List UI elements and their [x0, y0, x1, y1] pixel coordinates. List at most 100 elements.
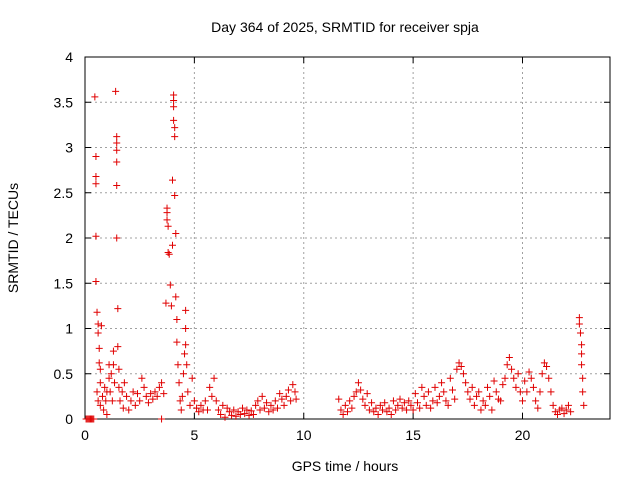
data-point [164, 248, 172, 256]
data-point [545, 374, 553, 382]
data-point [247, 407, 255, 415]
data-point [284, 386, 292, 394]
data-point [578, 350, 586, 358]
data-point [114, 305, 122, 313]
data-point [153, 392, 161, 400]
data-point [116, 397, 124, 405]
x-tick-label: 5 [190, 427, 198, 443]
data-point [95, 359, 103, 367]
data-point [158, 415, 166, 423]
data-point [536, 388, 544, 396]
data-point [488, 406, 496, 414]
data-point [260, 404, 268, 412]
data-point [228, 411, 236, 419]
data-point [177, 406, 185, 414]
data-point [232, 412, 240, 420]
data-point [516, 388, 524, 396]
data-point [115, 365, 123, 373]
data-point [464, 388, 472, 396]
data-point [182, 341, 190, 349]
data-point [221, 413, 229, 421]
data-point [217, 410, 225, 418]
data-point [225, 408, 233, 416]
x-tick-label: 20 [515, 427, 531, 443]
data-point [527, 374, 535, 382]
data-point [182, 325, 190, 332]
data-point [95, 344, 103, 352]
data-point [114, 343, 122, 351]
data-point [90, 415, 98, 423]
data-point [519, 397, 526, 405]
chart-title: Day 364 of 2025, SRMTID for receiver spj… [211, 19, 479, 35]
data-point [558, 404, 566, 412]
data-point [440, 388, 448, 396]
data-point [164, 222, 172, 230]
data-point [479, 397, 487, 405]
data-point [499, 381, 507, 389]
data-point [212, 397, 220, 405]
data-point [107, 370, 115, 378]
data-point [292, 395, 300, 403]
data-point [453, 365, 461, 373]
data-point [149, 395, 157, 403]
data-point [374, 410, 382, 418]
data-point [538, 370, 546, 378]
data-point [183, 361, 191, 369]
data-point [97, 322, 105, 330]
data-point [256, 406, 264, 414]
data-point [193, 404, 201, 412]
data-point [337, 406, 345, 414]
data-point [405, 397, 413, 405]
data-point [418, 383, 426, 391]
data-point [451, 395, 459, 403]
data-point [119, 404, 127, 412]
data-point [438, 379, 446, 387]
data-point [186, 401, 194, 409]
data-point [282, 392, 290, 400]
data-point [525, 368, 533, 376]
data-point [103, 410, 111, 418]
data-point [113, 182, 121, 190]
data-point [549, 401, 557, 409]
data-point [173, 315, 181, 323]
data-point [105, 374, 113, 382]
data-point [387, 410, 395, 418]
data-point [176, 397, 184, 405]
data-point [276, 390, 284, 398]
data-point [523, 388, 531, 396]
data-point [449, 386, 456, 394]
data-point [252, 401, 260, 409]
data-point [424, 388, 432, 396]
data-point [190, 397, 198, 405]
data-point [208, 392, 216, 400]
data-point [204, 406, 211, 414]
data-point [475, 388, 483, 396]
data-point [115, 383, 123, 391]
data-point [112, 87, 120, 95]
data-point [403, 406, 411, 414]
x-tick-label: 10 [296, 427, 312, 443]
y-axis-label: SRMTID / TECUs [5, 183, 21, 293]
x-tick-label: 15 [405, 427, 421, 443]
data-point [160, 390, 168, 398]
data-point [263, 399, 271, 407]
data-point [497, 397, 505, 405]
data-point [108, 397, 116, 405]
y-tick-label: 2.5 [54, 185, 74, 201]
data-point [508, 365, 516, 373]
data-point [280, 401, 288, 409]
data-point [512, 383, 520, 391]
data-point [94, 397, 102, 405]
grid-lines [85, 57, 610, 419]
data-point [468, 383, 476, 391]
data-point [547, 388, 555, 396]
data-point [376, 401, 384, 409]
data-point [407, 401, 415, 409]
data-point [400, 399, 408, 407]
data-point [490, 377, 498, 385]
data-point [503, 361, 511, 369]
data-point [567, 408, 575, 416]
data-point [129, 388, 137, 396]
data-point [481, 401, 489, 409]
data-point [576, 329, 584, 337]
